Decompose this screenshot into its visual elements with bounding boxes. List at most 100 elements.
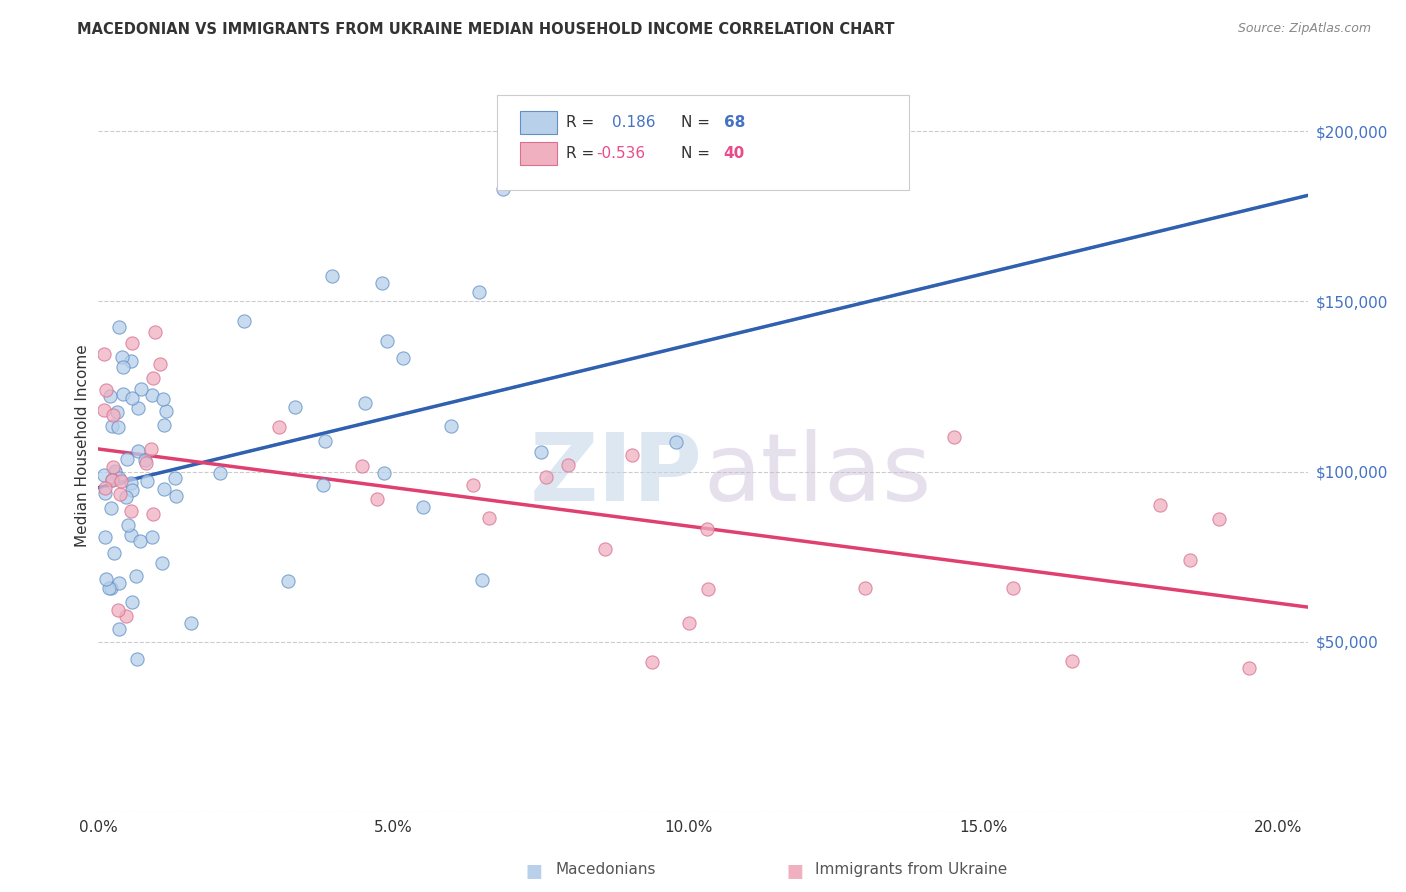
Point xyxy=(110,487,132,501)
Point xyxy=(101,473,124,487)
Point xyxy=(127,651,149,665)
Point xyxy=(93,347,115,361)
FancyBboxPatch shape xyxy=(498,95,908,190)
Point xyxy=(942,430,965,444)
Point xyxy=(94,572,117,586)
Text: R =: R = xyxy=(567,146,599,161)
Point xyxy=(125,569,148,583)
Point xyxy=(853,581,876,595)
Point xyxy=(530,444,553,458)
FancyBboxPatch shape xyxy=(520,111,557,135)
Text: R =: R = xyxy=(567,115,599,130)
Text: 68: 68 xyxy=(724,115,745,130)
Point xyxy=(143,325,166,339)
Point xyxy=(153,482,176,496)
Point xyxy=(135,457,157,471)
Point xyxy=(209,467,232,481)
Point xyxy=(108,622,131,636)
Point xyxy=(120,353,142,368)
Point xyxy=(142,371,165,385)
Point xyxy=(94,530,117,544)
Point xyxy=(100,500,122,515)
Point xyxy=(696,522,718,536)
Text: MACEDONIAN VS IMMIGRANTS FROM UKRAINE MEDIAN HOUSEHOLD INCOME CORRELATION CHART: MACEDONIAN VS IMMIGRANTS FROM UKRAINE ME… xyxy=(77,22,894,37)
Y-axis label: Median Household Income: Median Household Income xyxy=(75,344,90,548)
Point xyxy=(314,434,336,448)
Point xyxy=(108,471,131,485)
Point xyxy=(101,409,124,423)
Point xyxy=(129,382,152,396)
Point xyxy=(121,336,143,351)
Point xyxy=(284,400,307,414)
Point xyxy=(141,530,163,544)
Text: -0.536: -0.536 xyxy=(596,146,645,161)
Point xyxy=(121,504,143,518)
Point xyxy=(121,595,143,609)
Point xyxy=(115,452,138,467)
Point xyxy=(120,476,142,491)
Point xyxy=(373,466,395,480)
Text: atlas: atlas xyxy=(703,429,931,521)
Point xyxy=(353,396,375,410)
Point xyxy=(321,268,343,283)
Point xyxy=(163,471,186,485)
Point xyxy=(111,387,134,401)
Point xyxy=(492,182,515,196)
Point xyxy=(149,357,172,371)
Point xyxy=(478,510,501,524)
Point xyxy=(117,518,139,533)
Text: N =: N = xyxy=(682,115,716,130)
Point xyxy=(142,507,165,521)
Point xyxy=(641,655,664,669)
Point xyxy=(621,448,644,462)
Point xyxy=(98,581,121,595)
Point xyxy=(277,574,299,589)
Text: ▪: ▪ xyxy=(785,855,804,884)
Point xyxy=(155,404,177,418)
Point xyxy=(678,616,700,631)
Point xyxy=(471,574,494,588)
Point xyxy=(107,575,129,590)
Point xyxy=(107,319,129,334)
Text: N =: N = xyxy=(682,146,716,161)
Point xyxy=(141,388,163,402)
Point xyxy=(115,609,138,624)
Point xyxy=(129,534,152,549)
Point xyxy=(100,418,122,433)
Point xyxy=(1178,553,1201,567)
Text: Immigrants from Ukraine: Immigrants from Ukraine xyxy=(815,863,1008,877)
Point xyxy=(103,464,125,478)
Point xyxy=(104,467,127,481)
Point xyxy=(165,489,187,503)
Text: ▪: ▪ xyxy=(524,855,544,884)
Point xyxy=(557,458,579,472)
Point xyxy=(93,468,115,483)
Point xyxy=(111,360,134,375)
Point xyxy=(1149,498,1171,512)
Point xyxy=(127,444,149,458)
Point xyxy=(1208,512,1230,526)
Point xyxy=(110,474,132,488)
Point xyxy=(105,405,128,419)
Point xyxy=(1001,581,1024,595)
Point xyxy=(150,556,173,570)
Point xyxy=(111,350,134,364)
Point xyxy=(94,384,117,398)
Point xyxy=(100,581,122,595)
Point xyxy=(98,389,121,403)
Point xyxy=(93,486,115,500)
Point xyxy=(136,474,159,488)
Point xyxy=(468,285,491,299)
Point xyxy=(103,546,125,560)
Point xyxy=(121,483,143,497)
Point xyxy=(350,459,373,474)
Point xyxy=(120,528,142,542)
Point xyxy=(665,434,688,449)
Point xyxy=(139,442,162,456)
Point xyxy=(370,277,392,291)
Text: Source: ZipAtlas.com: Source: ZipAtlas.com xyxy=(1237,22,1371,36)
Point xyxy=(696,582,718,596)
Point xyxy=(114,490,136,504)
Point xyxy=(152,392,174,407)
Point xyxy=(134,453,156,467)
